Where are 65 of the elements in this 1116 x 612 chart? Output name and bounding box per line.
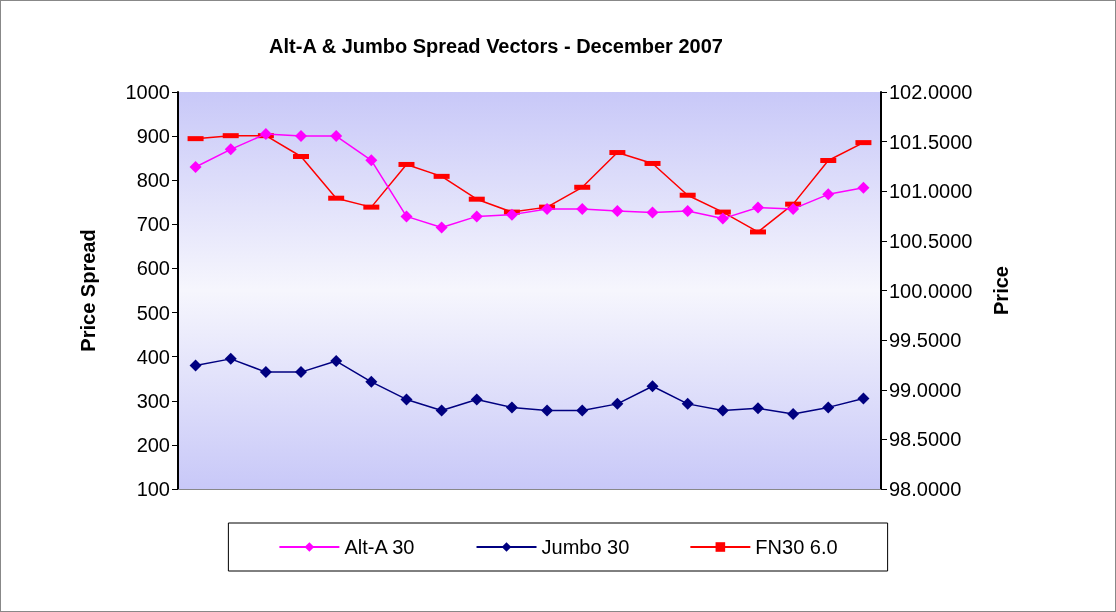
- point: [576, 404, 589, 417]
- y-axis-title: Price Spread: [77, 229, 99, 352]
- point: [189, 160, 202, 173]
- y-tick-label: 500: [136, 301, 170, 324]
- point: [787, 202, 800, 215]
- point: [681, 397, 694, 410]
- point: [611, 397, 624, 410]
- legend-label: Jumbo 30: [541, 536, 630, 558]
- y-tick-label: 400: [136, 345, 170, 368]
- point: [365, 154, 378, 167]
- legend-label: Alt-A 30: [344, 536, 415, 558]
- point: [505, 401, 518, 414]
- point: [681, 205, 694, 218]
- y-tick-label: 300: [136, 389, 170, 412]
- point: [646, 380, 659, 393]
- y2-tick-label: 98.5000: [889, 428, 962, 451]
- y2-tick-label: 98.0000: [889, 478, 962, 500]
- point: [189, 359, 202, 372]
- y2-tick-label: 99.5000: [889, 329, 962, 352]
- y2-tick-label: 102.0000: [889, 81, 973, 103]
- y2-axis-title: Price: [990, 266, 1012, 315]
- point: [857, 392, 870, 405]
- y2-tick-label: 100.5000: [889, 229, 973, 252]
- point: [259, 366, 272, 379]
- point: [646, 206, 659, 219]
- point: [505, 208, 518, 221]
- point: [330, 355, 343, 368]
- y2-tick-label: 101.0000: [889, 180, 973, 203]
- point: [470, 393, 483, 406]
- point: [470, 210, 483, 223]
- y2-tick-label: 101.5000: [889, 130, 973, 153]
- y-tick-label: 200: [136, 433, 170, 456]
- point: [716, 212, 729, 225]
- y2-tick-label: 99.0000: [889, 378, 962, 401]
- point: [224, 352, 237, 365]
- point: [259, 127, 272, 140]
- point: [224, 143, 237, 156]
- point: [787, 408, 800, 421]
- point: [751, 201, 764, 214]
- point: [541, 202, 554, 215]
- point: [857, 181, 870, 194]
- point: [822, 188, 835, 201]
- point: [435, 221, 448, 234]
- y-tick-label: 800: [136, 169, 170, 192]
- point: [295, 130, 308, 143]
- point: [365, 375, 378, 388]
- point: [295, 366, 308, 379]
- y-tick-label: 1000: [125, 81, 170, 103]
- point: [716, 404, 729, 417]
- y-tick-label: 100: [136, 478, 170, 500]
- y2-tick-label: 100.0000: [889, 279, 973, 302]
- point: [611, 205, 624, 218]
- point: [330, 130, 343, 143]
- y-tick-label: 600: [136, 257, 170, 280]
- y-tick-label: 700: [136, 213, 170, 236]
- point: [400, 210, 413, 223]
- point: [541, 404, 554, 417]
- point: [435, 404, 448, 417]
- chart-title: Alt-A & Jumbo Spread Vectors - December 2007: [269, 35, 723, 57]
- point: [576, 202, 589, 215]
- point: [400, 393, 413, 406]
- point: [751, 402, 764, 415]
- y-tick-label: 900: [136, 125, 170, 148]
- point: [822, 401, 835, 414]
- legend-label: FN30 6.0: [755, 536, 838, 558]
